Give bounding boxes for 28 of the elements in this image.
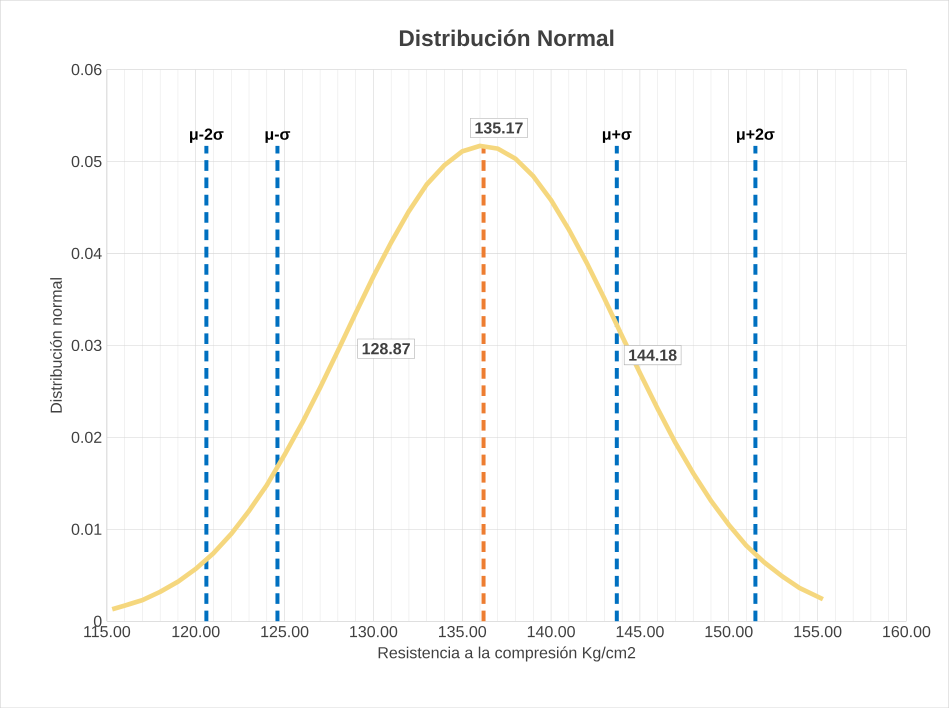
y-tick-label: 0 [94, 616, 102, 627]
annotation: 128.87 [362, 342, 410, 354]
x-tick-label: 160.00 [883, 626, 930, 638]
x-tick-label: 115.00 [84, 626, 130, 638]
annotation: 135.17 [475, 122, 523, 134]
y-tick-label: 0.05 [72, 156, 102, 168]
ref-line-label: μ+2σ [737, 128, 775, 143]
y-tick-label: 0.01 [72, 524, 102, 535]
line-series [110, 143, 826, 612]
ref-line-label: μ-2σ [190, 128, 224, 143]
x-tick-label: 120.00 [172, 626, 220, 638]
y-tick-label: 0.02 [72, 432, 102, 443]
x-tick-label: 135.00 [438, 626, 486, 638]
x-tick-label: 150.00 [706, 626, 753, 638]
x-tick-label: 125.00 [261, 626, 308, 638]
y-axis-title: Distribución normal [50, 278, 62, 412]
x-axis-title: Resistencia a la compresión Kg/cm2 [378, 646, 636, 662]
chart-title: Distribución Normal [400, 29, 614, 46]
annotation: 144.18 [629, 349, 677, 361]
x-tick-label: 155.00 [794, 626, 842, 638]
y-tick-label: 0.06 [72, 64, 102, 76]
ref-line-label: μ-σ [266, 131, 290, 143]
ref-line-label: μ+σ [602, 130, 632, 143]
y-tick-label: 0.03 [72, 340, 102, 351]
x-tick-label: 145.00 [616, 626, 664, 638]
y-tick-label: 0.04 [72, 248, 102, 260]
x-tick-label: 140.00 [528, 626, 575, 638]
x-tick-label: 130.00 [350, 626, 398, 638]
